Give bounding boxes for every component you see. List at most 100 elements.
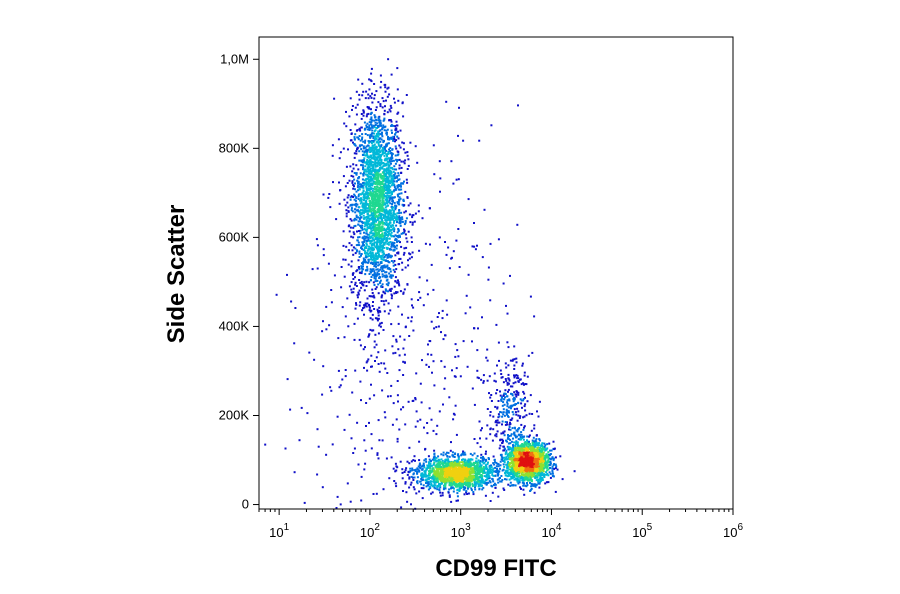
data-point <box>380 235 383 238</box>
data-point <box>396 67 399 70</box>
data-point <box>381 235 384 238</box>
data-point <box>503 449 505 452</box>
data-point <box>532 453 535 456</box>
data-point <box>374 199 377 202</box>
data-point <box>381 229 384 232</box>
data-point <box>362 214 365 217</box>
data-point <box>520 459 522 462</box>
data-point <box>431 458 434 461</box>
data-point <box>397 279 399 282</box>
data-point <box>377 152 380 155</box>
data-point <box>537 465 540 468</box>
data-point <box>389 197 392 199</box>
data-point <box>371 318 374 321</box>
data-point <box>394 172 397 175</box>
data-point <box>369 207 371 210</box>
data-point <box>395 214 398 217</box>
data-point <box>364 139 367 142</box>
data-point <box>529 475 532 478</box>
data-point <box>389 270 392 273</box>
data-point <box>378 173 381 176</box>
data-point <box>525 444 528 447</box>
data-point <box>361 205 364 208</box>
data-point <box>490 466 493 468</box>
data-point <box>553 448 556 451</box>
data-point <box>369 154 372 157</box>
data-point <box>372 256 375 259</box>
data-point <box>363 206 366 209</box>
data-point <box>452 455 455 458</box>
data-point <box>512 475 515 477</box>
data-point <box>381 106 384 109</box>
data-point <box>374 164 377 167</box>
data-point <box>539 446 542 449</box>
data-point <box>374 151 377 154</box>
data-point <box>368 181 371 184</box>
data-point <box>387 253 390 256</box>
data-point <box>380 160 383 163</box>
data-point <box>375 235 378 238</box>
data-point <box>549 453 551 456</box>
data-point <box>375 189 378 192</box>
data-point <box>371 184 374 187</box>
data-point <box>360 198 363 201</box>
data-point <box>552 464 555 466</box>
data-point <box>366 220 369 223</box>
data-point <box>387 157 390 160</box>
data-point <box>375 211 378 214</box>
data-point <box>369 262 372 265</box>
data-point <box>387 254 390 257</box>
data-point <box>351 203 354 206</box>
data-point <box>509 465 512 468</box>
data-point <box>399 241 401 244</box>
data-point <box>535 442 538 445</box>
data-point <box>370 80 373 83</box>
data-point <box>538 457 541 459</box>
data-point <box>363 306 366 309</box>
data-point <box>374 257 377 260</box>
data-point <box>374 273 377 276</box>
data-point <box>369 168 372 171</box>
data-point <box>507 463 510 466</box>
data-point <box>516 467 519 470</box>
data-point <box>391 166 394 169</box>
data-point <box>377 176 380 179</box>
data-point <box>361 192 364 195</box>
data-point <box>534 485 537 488</box>
data-point <box>546 443 549 446</box>
data-point <box>524 473 527 476</box>
data-point <box>518 446 521 449</box>
data-point <box>375 137 378 140</box>
data-point <box>379 214 382 217</box>
data-point <box>390 323 393 326</box>
data-point <box>530 479 533 482</box>
data-point <box>516 480 519 483</box>
data-point <box>448 479 451 482</box>
data-point <box>349 97 352 100</box>
data-point <box>458 486 461 489</box>
data-point <box>410 241 413 243</box>
data-point <box>358 268 361 271</box>
data-point <box>528 462 531 465</box>
data-point <box>544 473 547 476</box>
data-point <box>368 309 371 312</box>
data-point <box>363 204 366 207</box>
data-point <box>393 165 396 168</box>
data-point <box>522 467 525 469</box>
data-point <box>373 259 376 262</box>
data-point <box>372 169 375 172</box>
data-point <box>401 182 404 185</box>
data-point <box>378 161 381 164</box>
data-point <box>349 204 352 207</box>
data-point <box>535 465 538 468</box>
data-point <box>389 172 392 175</box>
data-point <box>354 307 357 310</box>
data-point <box>368 184 371 187</box>
data-point <box>531 466 534 468</box>
data-point <box>381 247 384 250</box>
data-point <box>387 182 390 185</box>
data-point <box>350 195 353 198</box>
data-point <box>363 211 365 214</box>
data-point <box>392 227 395 230</box>
data-point <box>367 192 370 195</box>
